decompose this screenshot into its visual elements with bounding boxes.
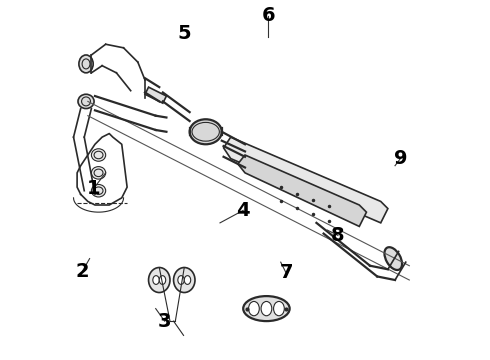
Ellipse shape (190, 119, 222, 144)
Text: 4: 4 (236, 201, 250, 220)
Ellipse shape (78, 94, 94, 109)
Polygon shape (223, 137, 388, 223)
Text: 2: 2 (75, 262, 89, 280)
Text: 3: 3 (158, 312, 172, 330)
Text: 1: 1 (86, 179, 100, 198)
Ellipse shape (153, 276, 159, 284)
Ellipse shape (385, 247, 402, 270)
Ellipse shape (92, 149, 106, 161)
Ellipse shape (184, 276, 191, 284)
Ellipse shape (148, 267, 170, 293)
Ellipse shape (261, 301, 272, 316)
Polygon shape (238, 155, 367, 226)
Ellipse shape (159, 276, 166, 284)
Ellipse shape (248, 301, 259, 316)
Text: 5: 5 (177, 24, 191, 43)
Ellipse shape (243, 296, 290, 321)
Ellipse shape (92, 184, 106, 197)
Text: 8: 8 (331, 226, 344, 245)
Text: 6: 6 (261, 6, 275, 25)
Text: 7: 7 (279, 264, 293, 282)
Text: 9: 9 (393, 149, 407, 168)
Ellipse shape (79, 55, 93, 73)
Ellipse shape (273, 301, 284, 316)
Ellipse shape (173, 267, 195, 293)
Ellipse shape (178, 276, 184, 284)
Ellipse shape (92, 167, 106, 179)
Polygon shape (145, 87, 167, 103)
